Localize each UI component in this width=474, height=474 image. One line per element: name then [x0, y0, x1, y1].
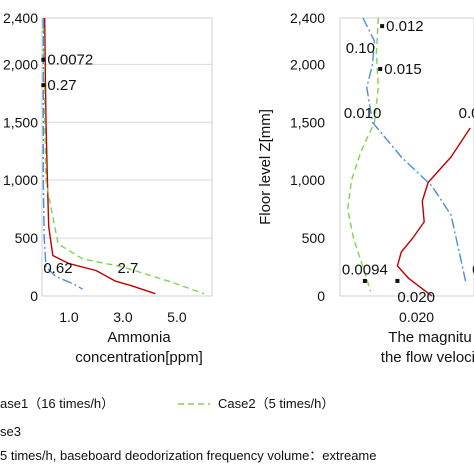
data-label: 0.0072 [47, 52, 93, 69]
y-tick-label: 2,000 [3, 56, 38, 72]
series-line-case3 [362, 17, 467, 285]
data-label: 0.62 [43, 260, 72, 277]
legend-entry-case1: ase1（16 times/h） [0, 396, 114, 411]
series-line-case1 [44, 17, 156, 295]
data-label: 0.27 [47, 77, 76, 94]
y-tick-label: 500 [302, 230, 326, 246]
y-tick-label: 2,400 [3, 10, 38, 26]
x-tick-label: 5.0 [167, 309, 187, 325]
x-axis-label: The magnitu [388, 329, 471, 346]
data-label: 0.015 [384, 61, 422, 78]
x-axis-label: the flow velocit [381, 349, 474, 366]
y-axis-label: Floor level Z[mm] [257, 109, 274, 225]
data-label: 0.020 [397, 289, 435, 306]
legend-note-case3: 5 times/h, baseboard deodorization frequ… [0, 448, 377, 463]
series-line-case1 [396, 127, 471, 297]
y-tick-label: 500 [15, 230, 39, 246]
chart-right-velocity: 2,400 2,000 1,500 1,000 500 0 0.020 0.012 0.10 0.… [257, 10, 474, 366]
annotation-marker [378, 66, 383, 71]
series-line-case3 [42, 18, 83, 290]
x-axis-label: concentration[ppm] [75, 349, 203, 366]
y-tick-label: 2,000 [290, 56, 325, 72]
data-label: 0.012 [386, 18, 424, 35]
data-label: 2.7 [118, 260, 139, 277]
x-tick-label: 3.0 [113, 309, 133, 325]
data-label: 0.10 [346, 40, 375, 57]
data-marker [395, 278, 400, 283]
data-label: 0.0 [459, 105, 474, 122]
legend-entry-case3: se3 [0, 424, 21, 439]
y-tick-label: 1,000 [3, 172, 38, 188]
series-line-case2 [42, 17, 205, 295]
annotation-marker [41, 83, 46, 88]
legend-entry-case2: Case2（5 times/h） [218, 396, 334, 411]
y-tick-label: 1,500 [3, 114, 38, 130]
plot-frame [41, 17, 213, 297]
data-marker [362, 278, 367, 283]
plot-frame [339, 17, 474, 297]
y-tick-label: 0 [317, 288, 325, 304]
chart-left-ammonia: 2,400 2,000 1,500 1,000 500 0 1.0 3.0 5.0 0.0072 0… [3, 10, 213, 366]
legend: ase1（16 times/h） Case2（5 times/h） se3 5 tim… [0, 396, 377, 463]
x-axis-label: Ammonia [107, 329, 171, 346]
y-tick-label: 1,000 [290, 172, 325, 188]
annotation-marker [41, 57, 46, 62]
y-tick-label: 2,400 [290, 10, 325, 26]
x-tick-label: 0.020 [399, 309, 434, 325]
series-line-case2 [347, 17, 379, 292]
y-tick-label: 0 [30, 288, 38, 304]
data-label: 0 [472, 261, 474, 278]
data-label: 0.010 [344, 105, 382, 122]
x-tick-label: 1.0 [59, 309, 79, 325]
annotation-marker [380, 24, 385, 29]
data-label: 0.0094 [342, 261, 388, 278]
y-tick-label: 1,500 [290, 114, 325, 130]
